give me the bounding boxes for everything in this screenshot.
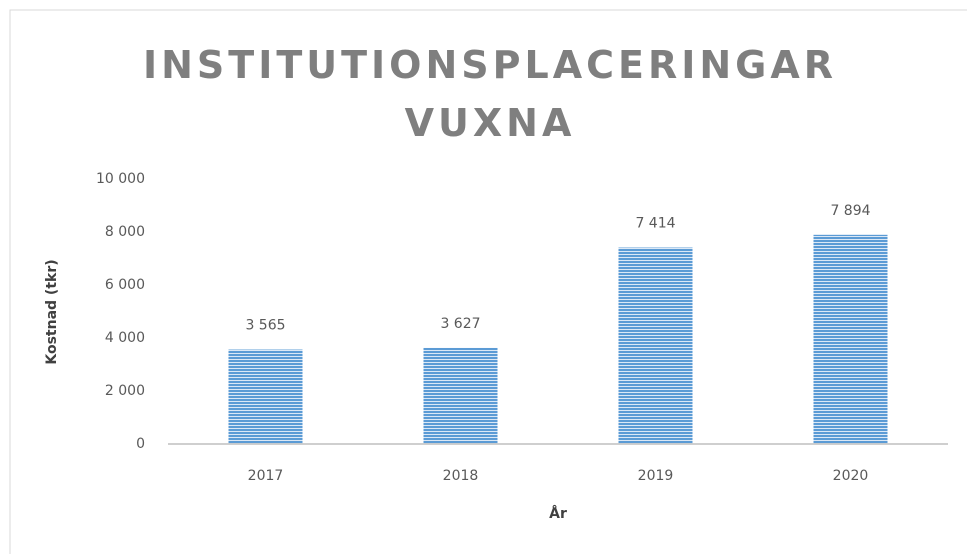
y-tick-label: 8 000 (105, 224, 145, 240)
chart-frame (9, 9, 967, 554)
y-tick-label: 6 000 (105, 277, 145, 293)
x-tick-label: 2020 (833, 468, 869, 484)
x-tick-label: 2019 (638, 468, 674, 484)
data-label: 3 565 (245, 318, 285, 334)
x-tick-label: 2018 (443, 468, 479, 484)
x-axis-label: År (549, 505, 567, 522)
bar (618, 247, 693, 444)
data-label: 7 414 (635, 216, 675, 232)
y-tick-label: 10 000 (96, 171, 145, 187)
y-tick-label: 4 000 (105, 330, 145, 346)
chart-title: INSTITUTIONSPLACERINGAR VUXNA (142, 43, 838, 145)
bar (423, 347, 498, 444)
y-tick-label: 2 000 (105, 383, 145, 399)
y-axis-label: Kostnad (tkr) (44, 259, 60, 364)
x-tick-label: 2017 (248, 468, 284, 484)
y-tick-label: 0 (136, 436, 145, 452)
bar (228, 349, 303, 444)
data-label: 7 894 (830, 203, 870, 219)
data-label: 3 627 (440, 316, 480, 332)
bar (813, 234, 888, 444)
